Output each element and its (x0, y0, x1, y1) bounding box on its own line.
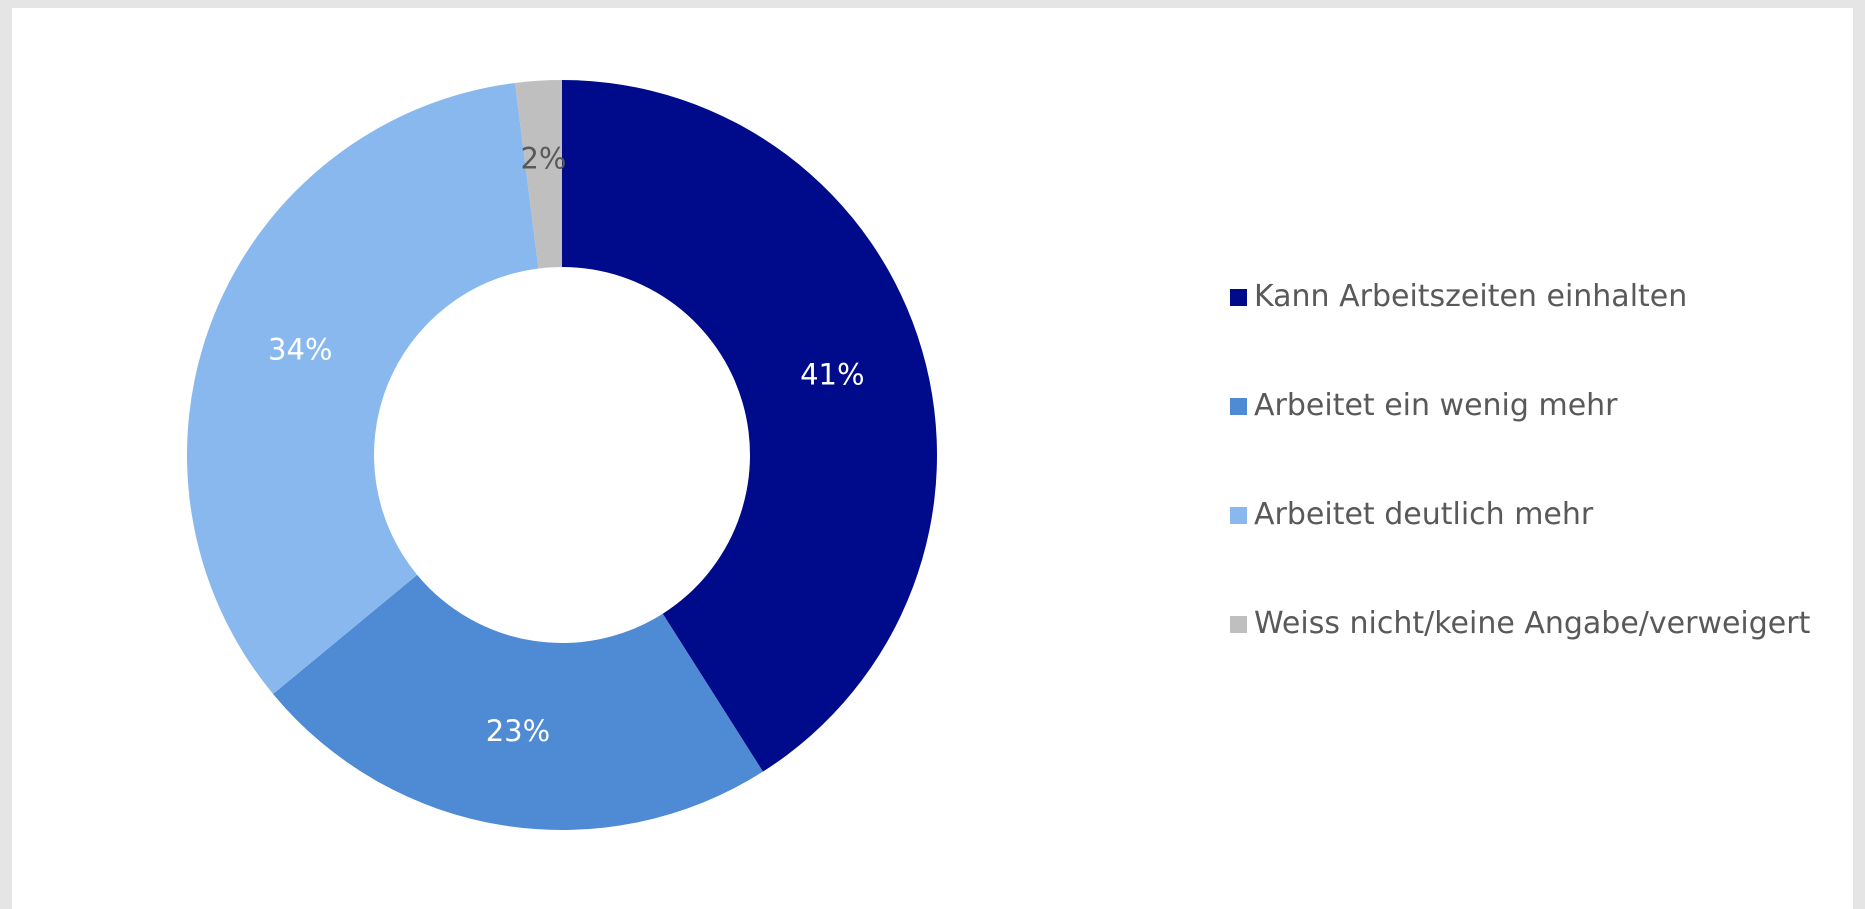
data-label-weiss-nicht: 2% (520, 142, 566, 176)
data-label-ein-wenig-mehr: 23% (486, 714, 550, 748)
data-label-deutlich-mehr: 34% (268, 332, 332, 366)
legend-swatch-deutlich-mehr (1230, 507, 1247, 524)
legend-item-ein-wenig-mehr: Arbeitet ein wenig mehr (1230, 382, 1830, 491)
legend-swatch-ein-wenig-mehr (1230, 398, 1247, 415)
data-label-kann-arbeitszeiten: 41% (800, 357, 864, 391)
legend-label-kann-arbeitszeiten: Kann Arbeitszeiten einhalten (1254, 279, 1688, 314)
donut-slice-kann-arbeitszeiten (562, 80, 937, 772)
donut-slice-weiss-nicht (515, 80, 562, 269)
donut-slice-ein-wenig-mehr (273, 574, 763, 830)
donut-chart: 41% 23% 34% 2% (187, 80, 937, 830)
legend-label-weiss-nicht: Weiss nicht/keine Angabe/verweigert (1254, 606, 1811, 641)
donut-slice-deutlich-mehr (187, 82, 539, 695)
legend: Kann Arbeitszeiten einhalten Arbeitet ei… (1230, 273, 1830, 709)
legend-label-deutlich-mehr: Arbeitet deutlich mehr (1254, 497, 1594, 532)
legend-item-deutlich-mehr: Arbeitet deutlich mehr (1230, 491, 1830, 600)
legend-swatch-weiss-nicht (1230, 616, 1247, 633)
legend-label-ein-wenig-mehr: Arbeitet ein wenig mehr (1254, 388, 1618, 423)
legend-item-weiss-nicht: Weiss nicht/keine Angabe/verweigert (1230, 600, 1830, 709)
chart-card: 41% 23% 34% 2% Kann Arbeitszeiten einhalten… (12, 8, 1853, 909)
legend-item-kann-arbeitszeiten: Kann Arbeitszeiten einhalten (1230, 273, 1830, 382)
legend-swatch-kann-arbeitszeiten (1230, 289, 1247, 306)
